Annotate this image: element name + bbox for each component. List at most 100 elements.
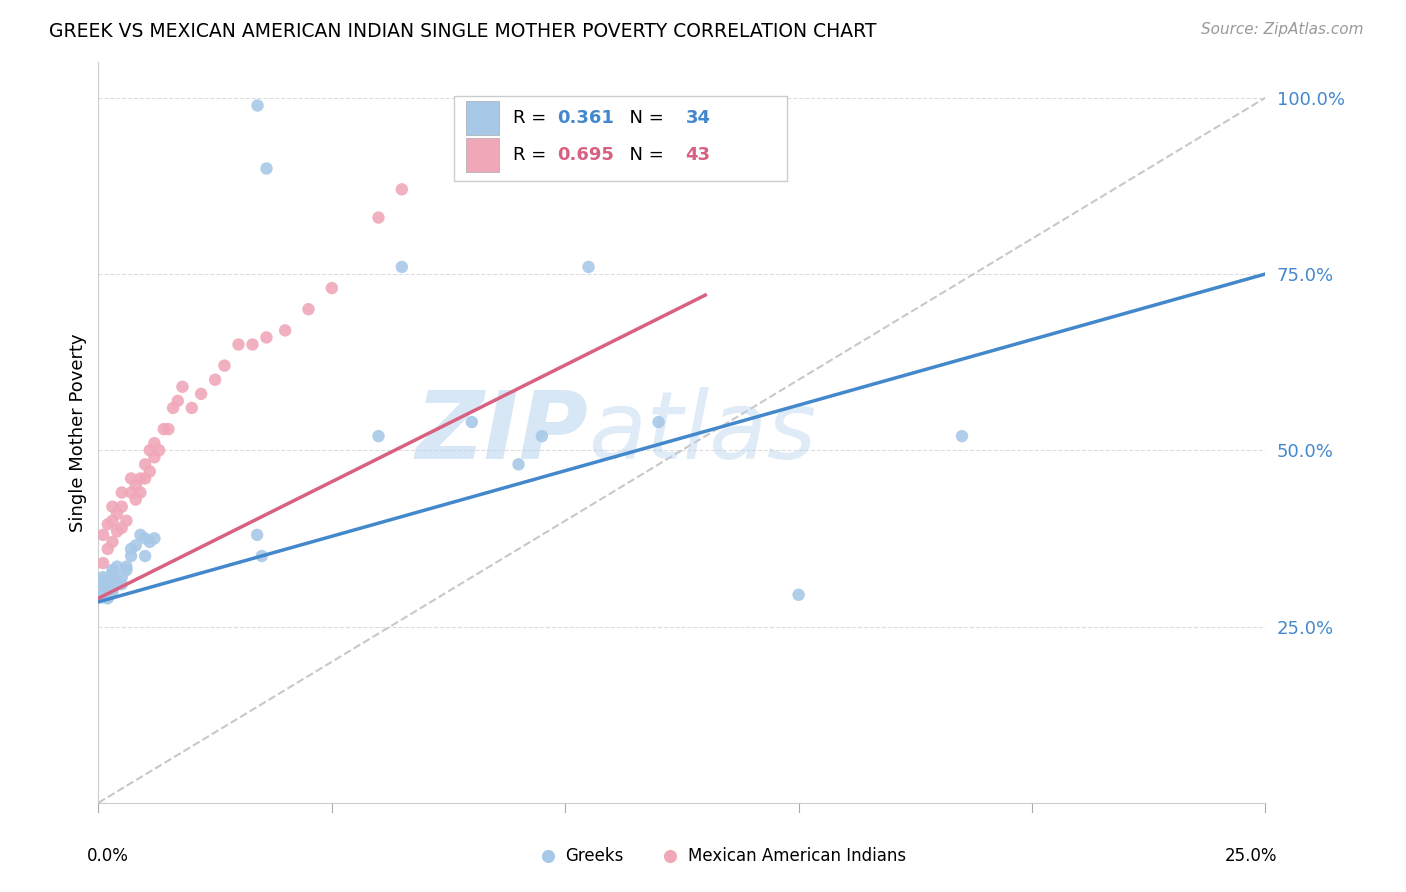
Point [214, 359, 236, 373]
Point [246, 97, 269, 112]
Point [367, 211, 389, 225]
Point [274, 323, 297, 337]
Point [105, 574, 128, 588]
Point [367, 429, 389, 443]
Point [134, 549, 156, 563]
Point [787, 588, 810, 602]
Point [125, 538, 148, 552]
Point [152, 422, 174, 436]
Point [91, 588, 114, 602]
Text: R =: R = [513, 146, 551, 164]
Point [162, 401, 184, 415]
Point [91, 570, 114, 584]
Point [111, 577, 134, 591]
Point [105, 559, 128, 574]
Point [134, 532, 156, 546]
Text: 25.0%: 25.0% [1225, 847, 1277, 865]
Text: Source: ZipAtlas.com: Source: ZipAtlas.com [1201, 22, 1364, 37]
Point [97, 574, 120, 588]
Point [148, 443, 170, 458]
Point [139, 443, 162, 458]
Point [256, 330, 278, 344]
Point [204, 373, 226, 387]
Point [134, 471, 156, 485]
Point [530, 429, 553, 443]
Point [950, 429, 973, 443]
Point [143, 532, 166, 546]
Text: ZIP: ZIP [416, 386, 589, 479]
Point [120, 471, 142, 485]
Point [101, 563, 124, 577]
Point [120, 541, 142, 556]
Text: 0.695: 0.695 [557, 146, 614, 164]
Point [91, 528, 114, 542]
Point [115, 559, 138, 574]
Point [508, 458, 530, 472]
Point [461, 415, 484, 429]
Point [105, 524, 128, 539]
Point [157, 422, 180, 436]
Point [321, 281, 343, 295]
Text: 0.0%: 0.0% [87, 847, 128, 865]
Point [256, 161, 278, 176]
Point [129, 485, 152, 500]
Bar [465, 138, 499, 171]
Point [246, 528, 269, 542]
Point [115, 514, 138, 528]
Point [143, 436, 166, 450]
Point [129, 471, 152, 485]
Point [250, 549, 273, 563]
Point [391, 182, 413, 196]
Point [120, 485, 142, 500]
FancyBboxPatch shape [454, 95, 787, 181]
Point [228, 337, 250, 351]
Text: GREEK VS MEXICAN AMERICAN INDIAN SINGLE MOTHER POVERTY CORRELATION CHART: GREEK VS MEXICAN AMERICAN INDIAN SINGLE … [49, 22, 877, 41]
Text: Greeks: Greeks [565, 847, 624, 865]
Point [578, 260, 600, 274]
Point [91, 581, 114, 595]
Point [297, 302, 319, 317]
Point [97, 517, 120, 532]
Bar [465, 102, 499, 135]
Text: N =: N = [617, 146, 669, 164]
Point [190, 387, 212, 401]
Y-axis label: Single Mother Poverty: Single Mother Poverty [69, 334, 87, 532]
Point [105, 507, 128, 521]
Point [115, 563, 138, 577]
Text: 43: 43 [685, 146, 710, 164]
Text: 34: 34 [685, 109, 710, 127]
Point [391, 260, 413, 274]
Point [97, 541, 120, 556]
Point [101, 566, 124, 581]
Point [143, 450, 166, 465]
Point [101, 514, 124, 528]
Point [111, 521, 134, 535]
Point [111, 500, 134, 514]
Point [647, 415, 669, 429]
Text: R =: R = [513, 109, 551, 127]
Point [97, 591, 120, 606]
Text: atlas: atlas [589, 387, 817, 478]
Point [120, 549, 142, 563]
Point [111, 485, 134, 500]
Point [129, 528, 152, 542]
Point [180, 401, 202, 415]
Point [91, 556, 114, 570]
Text: 0.361: 0.361 [557, 109, 614, 127]
Point [125, 478, 148, 492]
Point [101, 584, 124, 599]
Text: Mexican American Indians: Mexican American Indians [688, 847, 905, 865]
Point [166, 393, 188, 408]
Point [97, 581, 120, 595]
Point [172, 380, 194, 394]
Point [101, 500, 124, 514]
Point [139, 535, 162, 549]
Point [101, 535, 124, 549]
Point [125, 492, 148, 507]
Point [242, 337, 264, 351]
Point [139, 464, 162, 478]
Text: N =: N = [617, 109, 669, 127]
Point [91, 577, 114, 591]
Point [111, 570, 134, 584]
Point [134, 458, 156, 472]
